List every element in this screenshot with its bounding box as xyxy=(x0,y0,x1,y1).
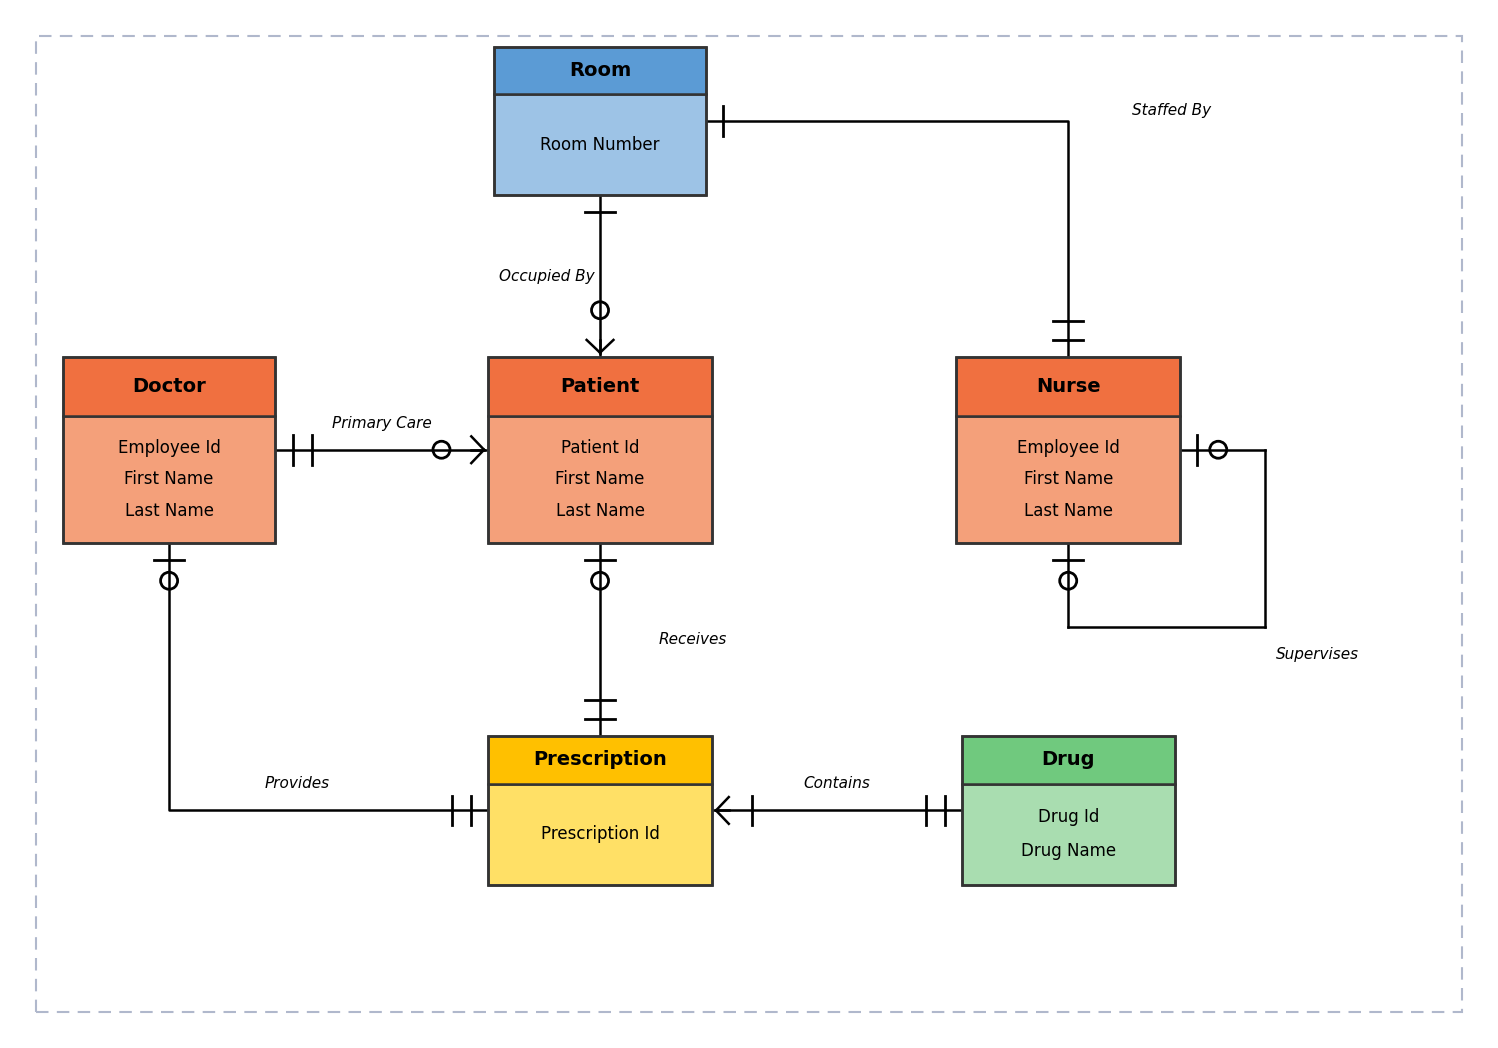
Text: Drug: Drug xyxy=(1041,750,1095,769)
Bar xyxy=(63,357,276,543)
Text: Primary Care: Primary Care xyxy=(333,416,431,431)
Text: Employee Id: Employee Id xyxy=(1017,439,1119,457)
Bar xyxy=(962,736,1174,784)
Text: Room Number: Room Number xyxy=(541,135,659,154)
Text: Last Name: Last Name xyxy=(124,502,214,520)
Bar xyxy=(488,736,712,784)
Bar xyxy=(962,784,1174,885)
Text: Last Name: Last Name xyxy=(1023,502,1113,520)
Bar xyxy=(957,357,1180,543)
Bar xyxy=(488,416,712,543)
Text: Occupied By: Occupied By xyxy=(499,268,595,284)
Text: Prescription: Prescription xyxy=(533,750,667,769)
Text: First Name: First Name xyxy=(124,471,214,488)
Text: Prescription Id: Prescription Id xyxy=(541,825,659,844)
Text: Room: Room xyxy=(569,61,631,80)
Text: Drug Id: Drug Id xyxy=(1038,808,1100,827)
Text: Provides: Provides xyxy=(264,777,330,791)
Bar xyxy=(494,46,707,94)
Bar xyxy=(957,416,1180,543)
Text: First Name: First Name xyxy=(556,471,644,488)
Text: Patient: Patient xyxy=(560,377,640,396)
Bar xyxy=(488,357,712,543)
Text: Nurse: Nurse xyxy=(1037,377,1101,396)
Text: Employee Id: Employee Id xyxy=(118,439,220,457)
Bar xyxy=(63,416,276,543)
Bar xyxy=(488,357,712,416)
Bar xyxy=(63,357,276,416)
Bar xyxy=(488,736,712,885)
Text: Staffed By: Staffed By xyxy=(1132,103,1212,117)
Text: Contains: Contains xyxy=(803,777,870,791)
Text: First Name: First Name xyxy=(1023,471,1113,488)
Text: Supervises: Supervises xyxy=(1276,647,1359,661)
Text: Doctor: Doctor xyxy=(132,377,205,396)
Bar xyxy=(494,94,707,195)
Bar xyxy=(962,736,1174,885)
Bar xyxy=(494,46,707,195)
Text: Patient Id: Patient Id xyxy=(560,439,640,457)
Text: Drug Name: Drug Name xyxy=(1020,842,1116,860)
Bar xyxy=(488,784,712,885)
Bar xyxy=(957,357,1180,416)
Text: Last Name: Last Name xyxy=(556,502,644,520)
Text: Receives: Receives xyxy=(659,632,727,647)
